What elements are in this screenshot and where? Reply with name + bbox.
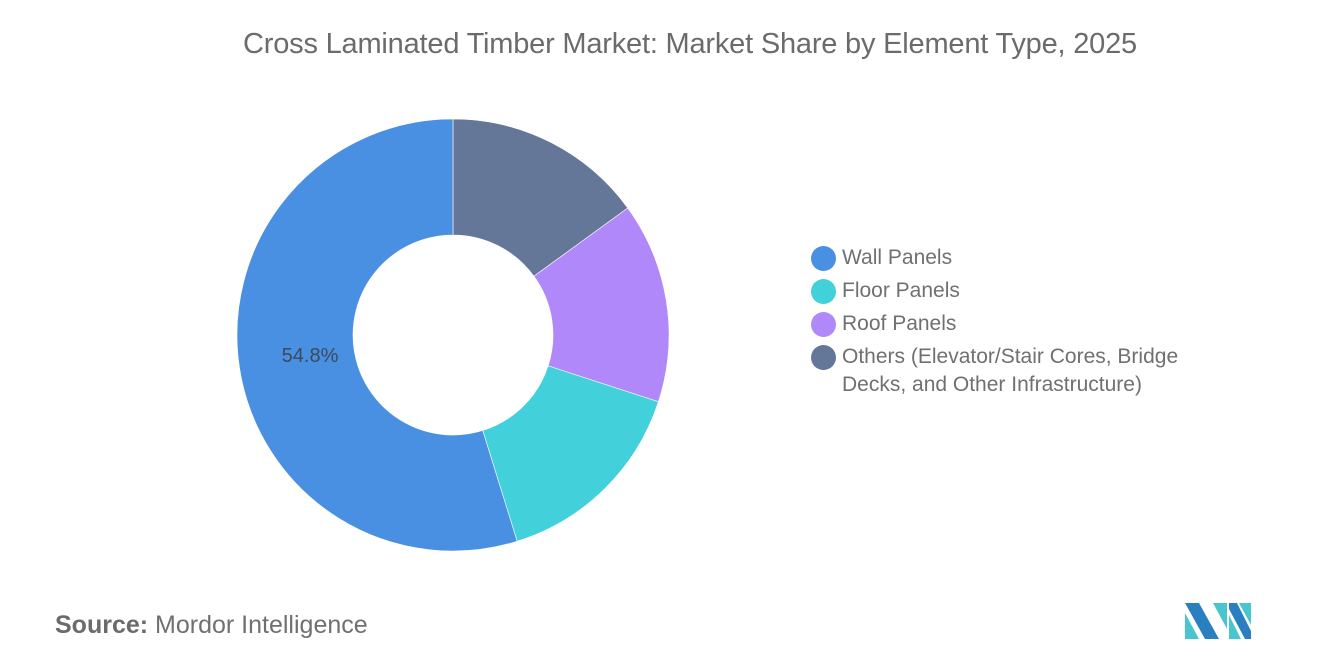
- wall-panels-value-label: 54.8%: [282, 345, 339, 367]
- source-value: Mordor Intelligence: [155, 611, 368, 639]
- donut-slice-roof[interactable]: [533, 207, 670, 403]
- legend-item-others[interactable]: Others (Elevator/Stair Cores, Bridge Dec…: [811, 343, 1231, 399]
- circle-swatch-icon: [811, 246, 836, 271]
- source-note: Source: Mordor Intelligence: [55, 611, 368, 640]
- mordor-intelligence-logo-icon: [1185, 603, 1251, 639]
- circle-swatch-icon: [811, 279, 836, 304]
- donut-slice-others[interactable]: [452, 118, 629, 277]
- donut-chart: 54.8%: [236, 118, 670, 552]
- circle-swatch-icon: [811, 312, 836, 337]
- legend-item-roof-panels[interactable]: Roof Panels: [811, 310, 1231, 338]
- legend-item-floor-panels[interactable]: Floor Panels: [811, 277, 1231, 305]
- donut-slices: [236, 118, 670, 552]
- legend-label: Roof Panels: [842, 312, 957, 335]
- legend-label: Wall Panels: [842, 246, 953, 269]
- legend-item-wall-panels[interactable]: Wall Panels: [811, 244, 1231, 272]
- legend-label: Floor Panels: [842, 279, 960, 302]
- legend-label: Others (Elevator/Stair Cores, Bridge Dec…: [842, 345, 1179, 396]
- donut-slice-floor[interactable]: [482, 365, 659, 542]
- chart-title: Cross Laminated Timber Market: Market Sh…: [243, 28, 1137, 60]
- source-key: Source:: [55, 611, 149, 639]
- donut-slice-wall[interactable]: [236, 118, 518, 552]
- circle-swatch-icon: [811, 345, 836, 370]
- legend: Wall Panels Floor Panels Roof Panels Oth…: [811, 244, 1231, 404]
